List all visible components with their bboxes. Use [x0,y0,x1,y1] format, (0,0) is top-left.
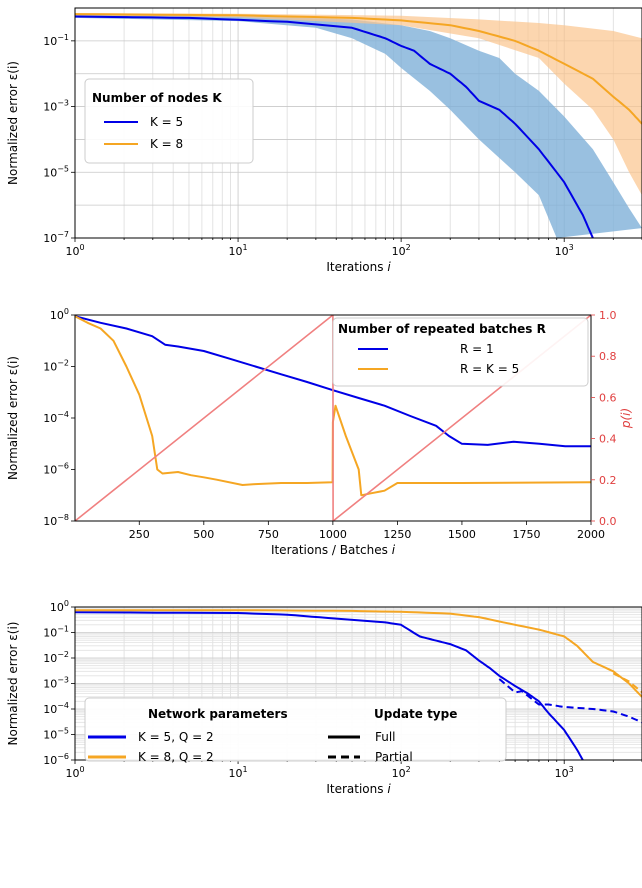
x-tick-label: 1000 [319,528,347,541]
plot-area [75,315,591,521]
x-tick-label: 102 [392,765,411,780]
x-tick-label: 2000 [577,528,605,541]
plot-area [75,8,642,238]
legend-style-title: Update type [374,707,457,721]
x-tick-label: 103 [555,765,574,780]
x-tick-label: 500 [193,528,214,541]
legend-label: R = 1 [460,342,494,356]
legend-label: K = 5, Q = 2 [138,730,214,744]
x-tick-label: 100 [65,765,84,780]
x-tick-label: 1500 [448,528,476,541]
y-axis: 10−1 10−3 10−5 10−7 [43,33,75,245]
x-tick-label: 100 [65,243,84,258]
y-axis: 100 10−1 10−2 10−3 10−4 10−5 10−6 [43,599,75,767]
series-line-2 [498,678,642,724]
legend-style-label: Partial [375,750,413,764]
confidence-band-2 [75,13,642,196]
x-tick-label: 101 [229,765,248,780]
x-tick-label: 102 [392,243,411,258]
y2-axis-label: p(i) [619,408,633,429]
y-tick-label: 10−4 [43,410,69,425]
legend-title: Number of nodes K [92,91,222,105]
x-tick-label: 1750 [512,528,540,541]
y-axis-label: Normalized error ε(i) [6,356,20,480]
x-tick-label: 1250 [383,528,411,541]
y-axis: 100 10−2 10−4 10−6 10−8 [43,307,75,528]
y2-tick-label: 0.6 [599,391,617,404]
series-line-4 [612,672,642,694]
y-tick-label: 10−5 [43,727,69,742]
y-tick-label: 10−3 [43,99,69,114]
legend: Network parameters Update type K = 5, Q = … [84,697,507,764]
x-axis: 250 500 750 1000 1250 1500 1750 2000 [129,521,605,541]
y2-tick-label: 0.4 [599,433,617,446]
series-line-3 [75,609,642,698]
y-tick-label: 10−5 [43,164,69,179]
legend-label: K = 5 [150,115,183,129]
y-tick-label: 10−6 [43,462,69,477]
legend-box [84,78,254,164]
x-axis: 100 101 102 103 [65,238,642,258]
y2-tick-label: 0.0 [599,515,617,528]
y-tick-label: 10−3 [43,676,69,691]
y-tick-label: 10−4 [43,701,69,716]
x-axis-label: Iterations / Batches i [271,543,396,557]
series-line-1 [75,611,584,760]
x-tick-label: 250 [129,528,150,541]
y-tick-label: 10−8 [43,513,69,528]
y-tick-label: 100 [50,599,69,614]
series-line-p [75,315,591,521]
series-line-1 [75,15,594,238]
y-tick-label: 10−2 [43,650,69,665]
x-tick-label: 103 [555,243,574,258]
y-tick-label: 10−1 [43,625,69,640]
x-tick-label: 101 [229,243,248,258]
y-tick-label: 10−2 [43,359,69,374]
y2-tick-label: 0.8 [599,350,617,363]
legend-label: K = 8 [150,137,183,151]
legend-box [84,697,507,762]
legend-label: K = 8, Q = 2 [138,750,214,764]
legend-title: Network parameters [148,707,288,721]
legend: Number of repeated batches R R = 1 R = K =… [332,317,589,387]
x-axis-label: Iterations i [326,782,391,796]
series-line-2 [75,13,642,125]
y-axis-label: Normalized error ε(i) [6,61,20,185]
chart-panel-1: 100 101 102 103 Iterations i 10−1 10−3 10−5 10−7… [6,7,642,274]
legend-style-label: Full [375,730,396,744]
y-axis-label: Normalized error ε(i) [6,622,20,746]
confidence-band-1 [75,14,642,238]
y-tick-label: 10−7 [43,230,69,245]
legend-label: R = K = 5 [460,362,519,376]
y-tick-label: 10−1 [43,33,69,48]
legend-title: Number of repeated batches R [338,322,546,336]
y2-axis: 0.0 0.2 0.4 0.6 0.8 1.0 [591,309,617,528]
legend-box [332,317,589,387]
x-axis-label: Iterations i [326,260,391,274]
y2-tick-label: 0.2 [599,474,617,487]
x-tick-label: 750 [258,528,279,541]
y2-tick-label: 1.0 [599,309,617,322]
chart-panel-2: 250 500 750 1000 1250 1500 1750 2000 Iterations … [6,307,633,557]
y-tick-label: 10−6 [43,752,69,767]
y-tick-label: 100 [50,307,69,322]
legend: Number of nodes K K = 5 K = 8 [84,78,254,164]
series-line-2 [75,315,591,497]
axes-frame [74,7,642,239]
